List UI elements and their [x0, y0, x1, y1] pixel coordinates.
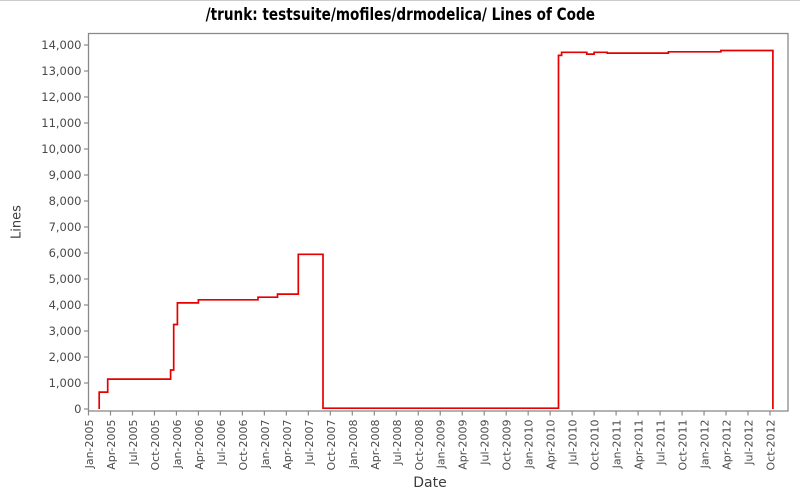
x-tick-label: Jul-2007 [303, 420, 316, 466]
y-tick-label: 12,000 [41, 90, 81, 104]
x-tick-label: Jul-2006 [215, 420, 228, 466]
y-tick-label: 8,000 [49, 194, 82, 208]
x-tick-label: Apr-2011 [633, 420, 646, 470]
x-tick-label: Apr-2008 [369, 420, 382, 470]
x-tick-label: Oct-2009 [501, 420, 514, 471]
y-tick-label: 4,000 [49, 298, 82, 312]
x-tick-label: Jan-2007 [259, 420, 272, 470]
plot-border [87, 32, 789, 412]
y-tick-label: 0 [74, 402, 81, 416]
x-tick-label: Apr-2005 [105, 420, 118, 470]
y-tick-label: 14,000 [41, 38, 81, 52]
x-axis-title: Date [413, 475, 447, 491]
y-tick-label: 2,000 [49, 350, 82, 364]
y-tick-label: 1,000 [49, 376, 82, 390]
loc-series-path [98, 49, 774, 410]
x-tick-label: Oct-2008 [413, 420, 426, 471]
x-tick-label: Oct-2005 [149, 420, 162, 471]
x-tick-label: Apr-2012 [721, 420, 734, 470]
x-tick-label: Jul-2011 [655, 420, 668, 466]
x-tick-label: Jul-2010 [567, 420, 580, 466]
y-tick-label: 3,000 [49, 324, 82, 338]
x-tick-label: Jul-2012 [743, 420, 756, 466]
y-tick-label: 13,000 [41, 64, 81, 78]
x-tick-label: Jan-2006 [171, 420, 184, 470]
y-tick-label: 5,000 [49, 272, 82, 286]
x-tick-label: Jan-2009 [435, 420, 448, 470]
x-tick-label: Jan-2005 [83, 420, 96, 470]
plot-frame [87, 32, 789, 412]
x-tick-label: Oct-2012 [765, 420, 778, 471]
loc-series-line [98, 49, 774, 410]
x-tick-label: Oct-2007 [325, 420, 338, 471]
x-tick-label: Apr-2006 [193, 420, 206, 470]
x-tick-label: Jan-2010 [523, 420, 536, 470]
x-tick-label: Apr-2007 [281, 420, 294, 470]
chart-title-row: /trunk: testsuite/mofiles/drmodelica/ Li… [0, 5, 800, 25]
x-tick-label: Oct-2011 [677, 420, 690, 471]
x-tick-label: Jul-2005 [127, 420, 140, 466]
x-axis-ticks: Jan-2005 Apr-2005 Jul-2005 Oct-2005 Jan-2006… [83, 411, 778, 470]
y-tick-label: 9,000 [49, 168, 82, 182]
y-tick-label: 6,000 [49, 246, 82, 260]
x-tick-label: Jan-2008 [347, 420, 360, 470]
x-tick-label: Jul-2008 [391, 420, 404, 466]
x-tick-label: Jan-2012 [699, 420, 712, 470]
x-tick-label: Jul-2009 [479, 420, 492, 466]
y-axis-ticks: 0 1,000 2,000 3,000 4,000 5,000 6,000 7,000 8,00… [41, 38, 89, 416]
x-tick-label: Jan-2011 [611, 420, 624, 470]
y-tick-label: 7,000 [49, 220, 82, 234]
x-tick-label: Oct-2006 [237, 420, 250, 471]
x-tick-label: Apr-2009 [457, 420, 470, 470]
y-tick-label: 10,000 [41, 142, 81, 156]
x-tick-label: Apr-2010 [545, 420, 558, 470]
chart-title: /trunk: testsuite/mofiles/drmodelica/ Li… [205, 5, 595, 25]
y-tick-label: 11,000 [41, 116, 81, 130]
x-tick-label: Oct-2010 [589, 420, 602, 471]
window-top-border [0, 0, 800, 1]
